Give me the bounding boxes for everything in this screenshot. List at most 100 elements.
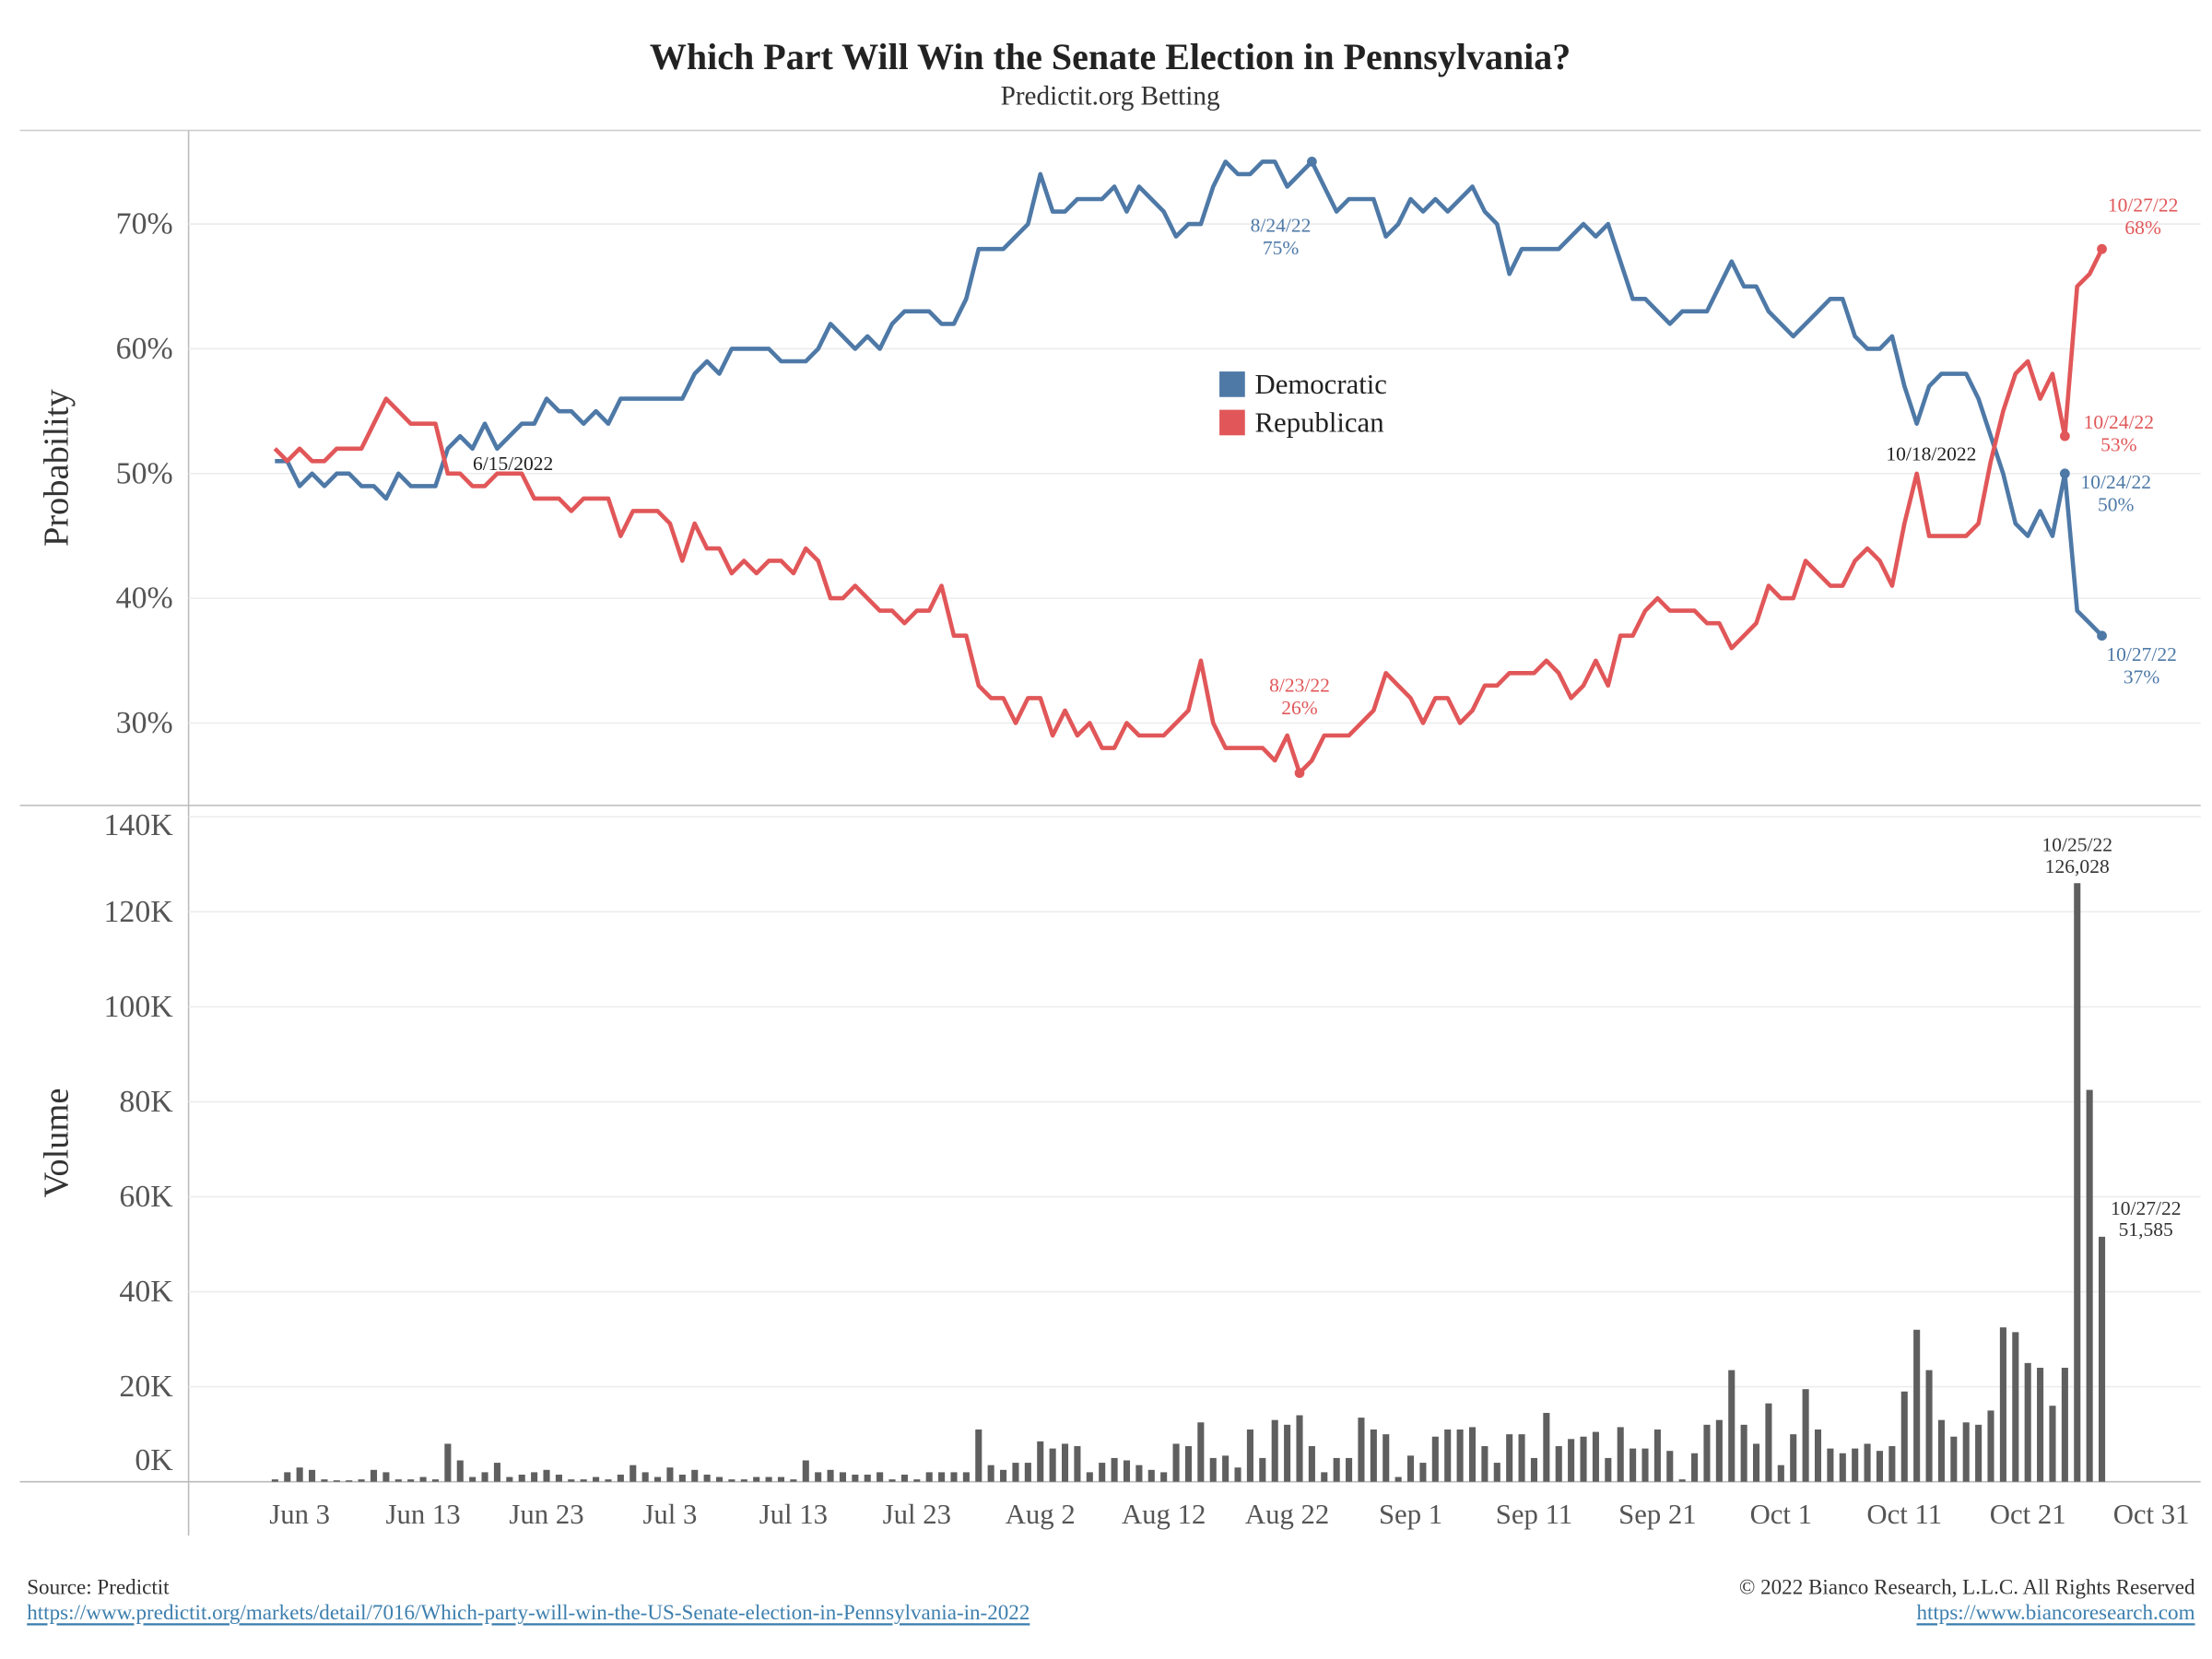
bar bbox=[777, 1477, 785, 1482]
x-tick-label: Sep 1 bbox=[1379, 1499, 1442, 1530]
bar bbox=[641, 1472, 649, 1482]
bar bbox=[1481, 1446, 1488, 1482]
point-marker bbox=[2097, 630, 2107, 641]
bar bbox=[431, 1479, 440, 1482]
bar bbox=[333, 1480, 340, 1482]
bar bbox=[1456, 1430, 1464, 1482]
chart-subtitle: Predictit.org Betting bbox=[1001, 82, 1220, 112]
bar bbox=[346, 1480, 353, 1482]
bar bbox=[1653, 1430, 1661, 1482]
bar bbox=[1518, 1434, 1525, 1482]
bar bbox=[802, 1460, 809, 1482]
bar bbox=[1543, 1412, 1550, 1482]
bar bbox=[1406, 1455, 1415, 1482]
annotation-date: 10/27/22 bbox=[2108, 194, 2179, 216]
y-tick-label: 20K bbox=[119, 1370, 173, 1404]
bar bbox=[1740, 1424, 1747, 1482]
bar bbox=[1160, 1472, 1168, 1482]
x-tick-label: Sep 21 bbox=[1618, 1499, 1697, 1530]
y-tick-label: 0K bbox=[135, 1443, 173, 1477]
point-marker bbox=[1307, 156, 1317, 167]
legend-label: Republican bbox=[1255, 406, 1384, 438]
bar bbox=[1308, 1446, 1315, 1482]
x-tick-label: Oct 11 bbox=[1866, 1499, 1942, 1530]
bar bbox=[1419, 1463, 1427, 1482]
bar bbox=[1691, 1453, 1699, 1482]
bar bbox=[321, 1479, 328, 1482]
bar bbox=[617, 1474, 624, 1482]
bar bbox=[1617, 1427, 1624, 1482]
bar bbox=[753, 1477, 760, 1482]
y-tick-label: 80K bbox=[119, 1085, 173, 1119]
legend-swatch bbox=[1219, 409, 1245, 436]
bar bbox=[469, 1477, 477, 1482]
bar bbox=[456, 1460, 464, 1482]
bar bbox=[1246, 1430, 1253, 1482]
bar bbox=[1346, 1457, 1353, 1482]
bar bbox=[1444, 1430, 1452, 1482]
bar bbox=[1580, 1436, 1587, 1482]
bar bbox=[1678, 1479, 1686, 1482]
bar bbox=[1641, 1448, 1649, 1482]
x-tick-label: Jul 3 bbox=[642, 1499, 697, 1530]
bar bbox=[444, 1443, 452, 1482]
annotation-date: 8/23/22 bbox=[1269, 674, 1330, 696]
bar bbox=[728, 1479, 735, 1482]
bar bbox=[1209, 1457, 1217, 1482]
bar bbox=[284, 1472, 291, 1482]
annotation-value: 53% bbox=[2100, 433, 2137, 455]
bar bbox=[1049, 1448, 1056, 1482]
site-link[interactable]: https://www.biancoresearch.com bbox=[1916, 1600, 2194, 1624]
bar bbox=[605, 1479, 612, 1482]
chart-title: Which Part Will Win the Senate Election … bbox=[650, 36, 1571, 77]
bar bbox=[1099, 1463, 1106, 1482]
bar bbox=[1630, 1448, 1637, 1482]
bar bbox=[790, 1479, 797, 1482]
bar bbox=[654, 1477, 662, 1482]
bar bbox=[1802, 1389, 1809, 1482]
bar bbox=[1987, 1410, 1994, 1482]
bar bbox=[950, 1472, 958, 1482]
bar bbox=[1431, 1436, 1439, 1482]
bar bbox=[765, 1477, 772, 1482]
bar bbox=[1852, 1448, 1859, 1482]
bar bbox=[1123, 1460, 1131, 1482]
bar bbox=[1184, 1446, 1192, 1482]
y-tick-label: 30% bbox=[116, 706, 173, 740]
bar bbox=[1506, 1434, 1513, 1482]
bar bbox=[1925, 1370, 1933, 1482]
x-tick-label: Oct 1 bbox=[1750, 1499, 1812, 1530]
bar bbox=[2049, 1406, 2056, 1482]
bar bbox=[864, 1474, 871, 1482]
annotation-date: 10/24/22 bbox=[2080, 471, 2151, 493]
bar bbox=[1271, 1419, 1278, 1482]
bar bbox=[1715, 1419, 1723, 1482]
annotation-date: 10/24/22 bbox=[2084, 411, 2155, 433]
bar bbox=[370, 1469, 378, 1482]
bar bbox=[1913, 1329, 1921, 1482]
source-link[interactable]: https://www.predictit.org/markets/detail… bbox=[27, 1600, 1030, 1624]
bar bbox=[1259, 1457, 1266, 1482]
bar bbox=[593, 1477, 600, 1482]
bar bbox=[1975, 1424, 1983, 1482]
bar bbox=[2061, 1368, 2068, 1482]
point-marker bbox=[2059, 468, 2070, 479]
bar bbox=[1197, 1422, 1205, 1482]
y-axis-title: Volume bbox=[38, 1088, 76, 1198]
bar bbox=[1370, 1430, 1377, 1482]
bar bbox=[1074, 1446, 1081, 1482]
bar bbox=[1728, 1370, 1735, 1482]
annotation: 10/18/2022 bbox=[1886, 442, 1976, 465]
bar bbox=[580, 1479, 587, 1482]
annotation-date: 10/25/22 bbox=[2042, 834, 2113, 856]
bar bbox=[1111, 1457, 1118, 1482]
bar bbox=[1605, 1457, 1612, 1482]
bar bbox=[1358, 1418, 1365, 1482]
bar bbox=[1666, 1451, 1674, 1482]
bar bbox=[358, 1479, 365, 1482]
bar bbox=[1876, 1451, 1884, 1482]
x-tick-label: Jun 13 bbox=[386, 1499, 461, 1530]
bar bbox=[629, 1465, 637, 1482]
bar bbox=[2099, 1236, 2106, 1482]
